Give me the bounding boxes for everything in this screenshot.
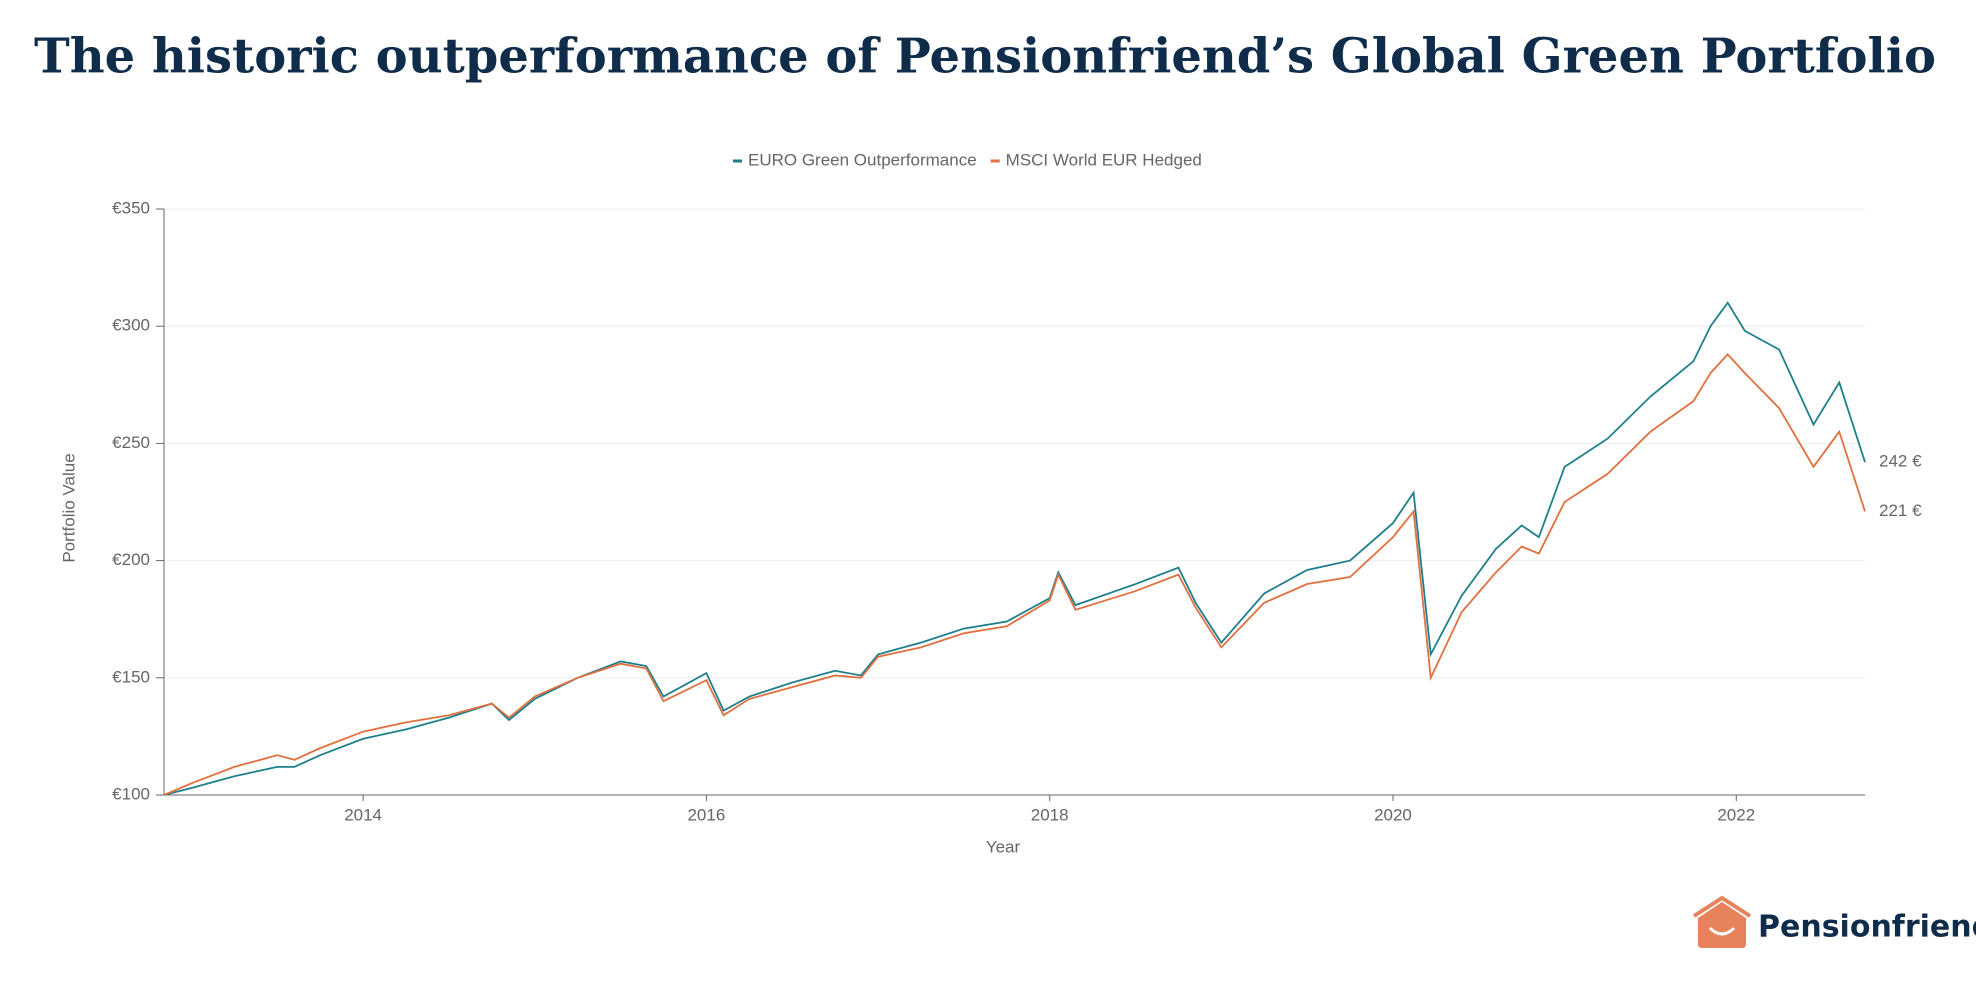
y-tick-label: €300 bbox=[112, 316, 150, 335]
y-tick-label: €350 bbox=[112, 198, 150, 217]
logo-roof bbox=[1692, 895, 1752, 918]
y-tick-label: €250 bbox=[112, 433, 150, 452]
y-tick-label: €100 bbox=[112, 784, 150, 803]
x-tick-label: 2014 bbox=[344, 805, 382, 824]
y-axis-label: Portfolio Value bbox=[59, 453, 78, 562]
logo-text: Pensionfriend bbox=[1758, 910, 1976, 945]
y-tick-label: €150 bbox=[112, 667, 150, 686]
x-tick-label: 2020 bbox=[1374, 805, 1412, 824]
x-axis-label: Year bbox=[986, 837, 1021, 856]
legend-label: MSCI World EUR Hedged bbox=[1006, 150, 1202, 169]
series-line bbox=[163, 352, 1866, 796]
logo-icon bbox=[1698, 902, 1746, 948]
logo-smile bbox=[1708, 926, 1736, 936]
end-label: 221 € bbox=[1879, 501, 1922, 520]
logo: Pensionfriend bbox=[1692, 895, 1976, 948]
legend-label: EURO Green Outperformance bbox=[748, 150, 977, 169]
x-tick-label: 2022 bbox=[1717, 805, 1755, 824]
end-label: 242 € bbox=[1879, 452, 1922, 471]
series-line bbox=[163, 301, 1866, 796]
x-tick-label: 2016 bbox=[687, 805, 725, 824]
y-tick-label: €200 bbox=[112, 550, 150, 569]
x-tick-label: 2018 bbox=[1031, 805, 1069, 824]
chart-title: The historic outperformance of Pensionfr… bbox=[34, 29, 1936, 85]
